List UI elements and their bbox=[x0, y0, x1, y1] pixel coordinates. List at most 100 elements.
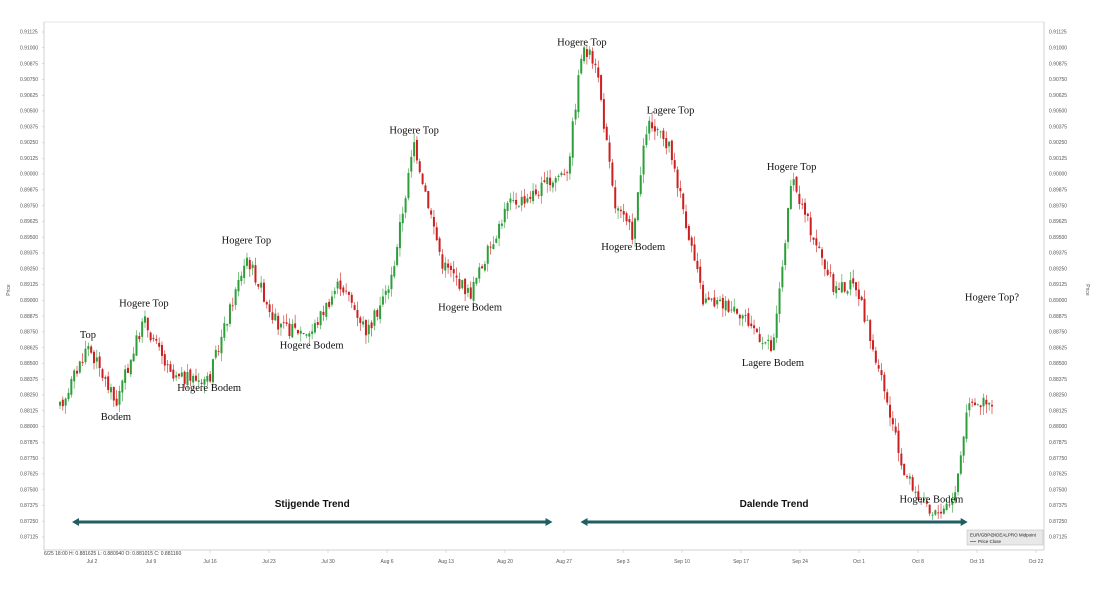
candle-body bbox=[92, 351, 95, 364]
candle-body bbox=[693, 244, 696, 261]
candle-body bbox=[342, 287, 345, 293]
y-tick-right: 0.87875 bbox=[1049, 440, 1067, 446]
candle-body bbox=[526, 198, 529, 203]
candle-body bbox=[197, 380, 200, 382]
y-tick-right: 0.90625 bbox=[1049, 93, 1067, 99]
candle-body bbox=[804, 202, 807, 215]
candle-body bbox=[243, 265, 246, 278]
candle-body bbox=[305, 334, 308, 336]
y-tick-left: 0.87125 bbox=[20, 535, 38, 541]
candle-body bbox=[498, 223, 501, 239]
candle-body bbox=[665, 138, 668, 149]
candle-body bbox=[704, 298, 707, 303]
y-tick-right: 0.87625 bbox=[1049, 472, 1067, 478]
candle-body bbox=[461, 280, 464, 289]
candle-body bbox=[152, 337, 155, 339]
y-tick-left: 0.89625 bbox=[20, 219, 38, 225]
candle-body bbox=[900, 453, 903, 466]
x-tick-label: Jul 30 bbox=[321, 559, 335, 565]
candle-body bbox=[917, 491, 920, 500]
candle-body bbox=[546, 177, 549, 185]
candle-body bbox=[274, 313, 277, 321]
candle-body bbox=[158, 342, 161, 347]
y-tick-right: 0.90500 bbox=[1049, 109, 1067, 115]
candle-body bbox=[183, 371, 186, 384]
candle-body bbox=[112, 387, 115, 401]
candle-body bbox=[985, 399, 988, 405]
x-tick-label: Jul 16 bbox=[203, 559, 217, 565]
candle-body bbox=[313, 323, 316, 333]
y-tick-left: 0.91125 bbox=[20, 30, 38, 36]
candle-body bbox=[308, 333, 311, 337]
candle-body bbox=[415, 139, 418, 161]
candle-body bbox=[537, 194, 540, 196]
y-tick-right: 0.90000 bbox=[1049, 172, 1067, 178]
candle-body bbox=[359, 317, 362, 323]
candle-body bbox=[818, 246, 821, 248]
candle-body bbox=[676, 169, 679, 189]
y-tick-left: 0.91000 bbox=[20, 45, 38, 51]
candle-body bbox=[441, 254, 444, 269]
candle-body bbox=[291, 324, 294, 338]
candle-body bbox=[869, 320, 872, 342]
candle-body bbox=[554, 178, 557, 183]
x-tick-label: Oct 1 bbox=[853, 559, 865, 565]
candle-body bbox=[631, 221, 634, 240]
candle-body bbox=[143, 316, 146, 323]
candle-body bbox=[155, 338, 158, 341]
candle-body bbox=[724, 300, 727, 311]
candle-body bbox=[696, 260, 699, 270]
y-tick-left: 0.90500 bbox=[20, 109, 38, 115]
y-tick-left: 0.90250 bbox=[20, 140, 38, 146]
candle-body bbox=[401, 213, 404, 224]
candle-body bbox=[132, 353, 135, 362]
candle-body bbox=[61, 399, 64, 407]
y-tick-left: 0.87375 bbox=[20, 503, 38, 509]
candle-body bbox=[849, 280, 852, 290]
candle-body bbox=[781, 266, 784, 288]
candle-body bbox=[180, 372, 183, 377]
candle-body bbox=[390, 274, 393, 290]
candle-body bbox=[645, 134, 648, 145]
candle-body bbox=[855, 282, 858, 291]
candle-body bbox=[563, 173, 566, 175]
candle-body bbox=[520, 196, 523, 206]
candle-body bbox=[231, 305, 234, 307]
candle-body bbox=[87, 346, 90, 350]
candle-body bbox=[846, 291, 849, 294]
candle-body bbox=[619, 209, 622, 212]
candle-body bbox=[798, 193, 801, 205]
candle-body bbox=[512, 200, 515, 201]
candle-body bbox=[240, 275, 243, 282]
candle-body bbox=[954, 492, 957, 502]
candle-body bbox=[101, 369, 104, 378]
candle-body bbox=[835, 286, 838, 294]
candle-body bbox=[296, 329, 299, 334]
candle-body bbox=[192, 375, 195, 383]
candle-body bbox=[744, 315, 747, 317]
annotations: Top Bodem Hogere Top Hogere Bodem Hogere Top… bbox=[80, 37, 1020, 505]
candle-body bbox=[333, 290, 336, 295]
candle-body bbox=[345, 290, 348, 292]
candle-body bbox=[832, 274, 835, 292]
y-tick-left: 0.90750 bbox=[20, 77, 38, 83]
candle-body bbox=[234, 289, 237, 305]
y-tick-right: 0.89625 bbox=[1049, 219, 1067, 225]
candle-body bbox=[571, 121, 574, 158]
candle-body bbox=[146, 317, 149, 331]
y-tick-left: 0.90625 bbox=[20, 93, 38, 99]
candle-body bbox=[625, 213, 628, 222]
x-tick-label: Jul 2 bbox=[87, 559, 98, 565]
candle-body bbox=[194, 375, 197, 381]
candle-body bbox=[469, 287, 472, 299]
candle-body bbox=[316, 322, 319, 325]
candle-body bbox=[540, 182, 543, 196]
candle-body bbox=[175, 375, 178, 378]
candle-body bbox=[568, 156, 571, 174]
x-tick-label: Aug 27 bbox=[556, 559, 572, 565]
annotation-label: Lagere Bodem bbox=[742, 358, 804, 369]
candle-body bbox=[713, 297, 716, 307]
candle-body bbox=[311, 331, 314, 334]
candle-body bbox=[248, 259, 251, 270]
y-tick-left: 0.88625 bbox=[20, 345, 38, 351]
